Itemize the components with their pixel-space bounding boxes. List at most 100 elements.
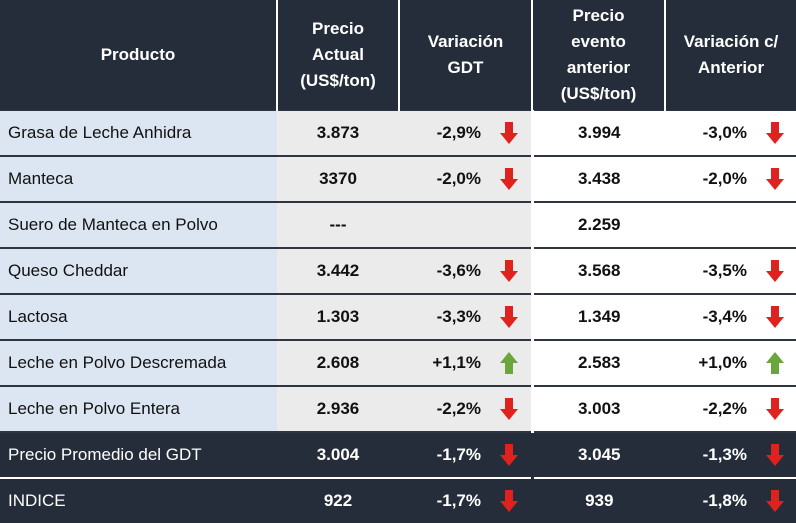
header-line: Anterior <box>698 58 764 77</box>
cell-variacion-gdt: -3,3% <box>399 294 532 340</box>
arrow-down-icon <box>499 167 519 191</box>
variacion-gdt-value: -3,3% <box>399 307 481 327</box>
cell-producto: Precio Promedio del GDT <box>0 432 277 478</box>
cell-precio-anterior: 2.583 <box>532 340 665 386</box>
variacion-anterior-value: +1,0% <box>665 353 747 373</box>
cell-variacion-anterior <box>665 202 796 248</box>
variacion-gdt-value: +1,1% <box>399 353 481 373</box>
cell-precio-anterior: 3.568 <box>532 248 665 294</box>
cell-precio-anterior: 2.259 <box>532 202 665 248</box>
cell-producto: INDICE <box>0 478 277 523</box>
cell-precio-actual: 2.608 <box>277 340 399 386</box>
variacion-anterior-value: -2,2% <box>665 399 747 419</box>
cell-variacion-gdt: -2,2% <box>399 386 532 432</box>
cell-precio-anterior: 3.045 <box>532 432 665 478</box>
header-line: Variación c/ <box>684 32 779 51</box>
cell-producto: Queso Cheddar <box>0 248 277 294</box>
arrow-down-icon <box>765 397 785 421</box>
arrow-down-icon <box>499 489 519 513</box>
cell-precio-actual: 2.936 <box>277 386 399 432</box>
arrow-down-icon <box>499 443 519 467</box>
arrow-down-icon <box>765 259 785 283</box>
arrow-down-icon <box>765 489 785 513</box>
cell-variacion-anterior: -3,5% <box>665 248 796 294</box>
cell-variacion-gdt: -2,9% <box>399 111 532 157</box>
cell-variacion-anterior: -3,0% <box>665 111 796 157</box>
header-variacion-anterior: Variación c/ Anterior <box>665 0 796 111</box>
header-line: Precio <box>312 19 364 38</box>
cell-precio-anterior: 3.438 <box>532 156 665 202</box>
cell-precio-anterior: 939 <box>532 478 665 523</box>
variacion-gdt-value: -2,9% <box>399 123 481 143</box>
cell-precio-actual: 3.873 <box>277 111 399 157</box>
cell-precio-anterior: 3.003 <box>532 386 665 432</box>
arrow-down-icon <box>765 443 785 467</box>
variacion-gdt-value: -2,2% <box>399 399 481 419</box>
header-precio-actual: Precio Actual (US$/ton) <box>277 0 399 111</box>
variacion-anterior-value: -1,3% <box>665 445 747 465</box>
cell-variacion-gdt: -1,7% <box>399 432 532 478</box>
cell-precio-actual: 3370 <box>277 156 399 202</box>
header-line: (US$/ton) <box>561 84 637 103</box>
header-variacion-gdt: Variación GDT <box>399 0 532 111</box>
variacion-gdt-value: -1,7% <box>399 445 481 465</box>
arrow-down-icon <box>499 397 519 421</box>
arrow-down-icon <box>499 259 519 283</box>
variacion-anterior-value: -1,8% <box>665 491 747 511</box>
variacion-anterior-value: -3,4% <box>665 307 747 327</box>
header-line: Variación <box>428 32 504 51</box>
cell-producto: Lactosa <box>0 294 277 340</box>
arrow-down-icon <box>499 305 519 329</box>
cell-producto: Grasa de Leche Anhidra <box>0 111 277 157</box>
cell-producto: Leche en Polvo Entera <box>0 386 277 432</box>
cell-precio-actual: 3.442 <box>277 248 399 294</box>
header-line: Actual <box>312 45 364 64</box>
cell-variacion-anterior: -1,8% <box>665 478 796 523</box>
header-producto: Producto <box>0 0 277 111</box>
arrow-down-icon <box>765 167 785 191</box>
cell-variacion-anterior: -2,0% <box>665 156 796 202</box>
cell-variacion-anterior: -3,4% <box>665 294 796 340</box>
header-producto-label: Producto <box>101 45 176 64</box>
table-row: Suero de Manteca en Polvo---2.259 <box>0 202 796 248</box>
header-line: GDT <box>448 58 484 77</box>
cell-producto: Manteca <box>0 156 277 202</box>
cell-variacion-anterior: +1,0% <box>665 340 796 386</box>
cell-variacion-anterior: -2,2% <box>665 386 796 432</box>
variacion-anterior-value: -3,0% <box>665 123 747 143</box>
arrow-down-icon <box>765 305 785 329</box>
cell-variacion-gdt: -1,7% <box>399 478 532 523</box>
arrow-up-icon <box>765 351 785 375</box>
cell-precio-anterior: 1.349 <box>532 294 665 340</box>
cell-variacion-gdt: +1,1% <box>399 340 532 386</box>
cell-precio-anterior: 3.994 <box>532 111 665 157</box>
arrow-up-icon <box>499 351 519 375</box>
cell-variacion-gdt: -2,0% <box>399 156 532 202</box>
cell-variacion-anterior: -1,3% <box>665 432 796 478</box>
cell-precio-actual: 1.303 <box>277 294 399 340</box>
header-line: Precio <box>573 6 625 25</box>
cell-producto: Leche en Polvo Descremada <box>0 340 277 386</box>
cell-precio-actual: 3.004 <box>277 432 399 478</box>
arrow-down-icon <box>499 121 519 145</box>
variacion-anterior-value: -3,5% <box>665 261 747 281</box>
header-row: Producto Precio Actual (US$/ton) Variaci… <box>0 0 796 111</box>
cell-precio-actual: 922 <box>277 478 399 523</box>
variacion-anterior-value: -2,0% <box>665 169 747 189</box>
header-line: (US$/ton) <box>300 71 376 90</box>
variacion-gdt-value: -3,6% <box>399 261 481 281</box>
cell-variacion-gdt: -3,6% <box>399 248 532 294</box>
arrow-down-icon <box>765 121 785 145</box>
cell-variacion-gdt <box>399 202 532 248</box>
header-precio-anterior: Precio evento anterior (US$/ton) <box>532 0 665 111</box>
variacion-gdt-value: -2,0% <box>399 169 481 189</box>
